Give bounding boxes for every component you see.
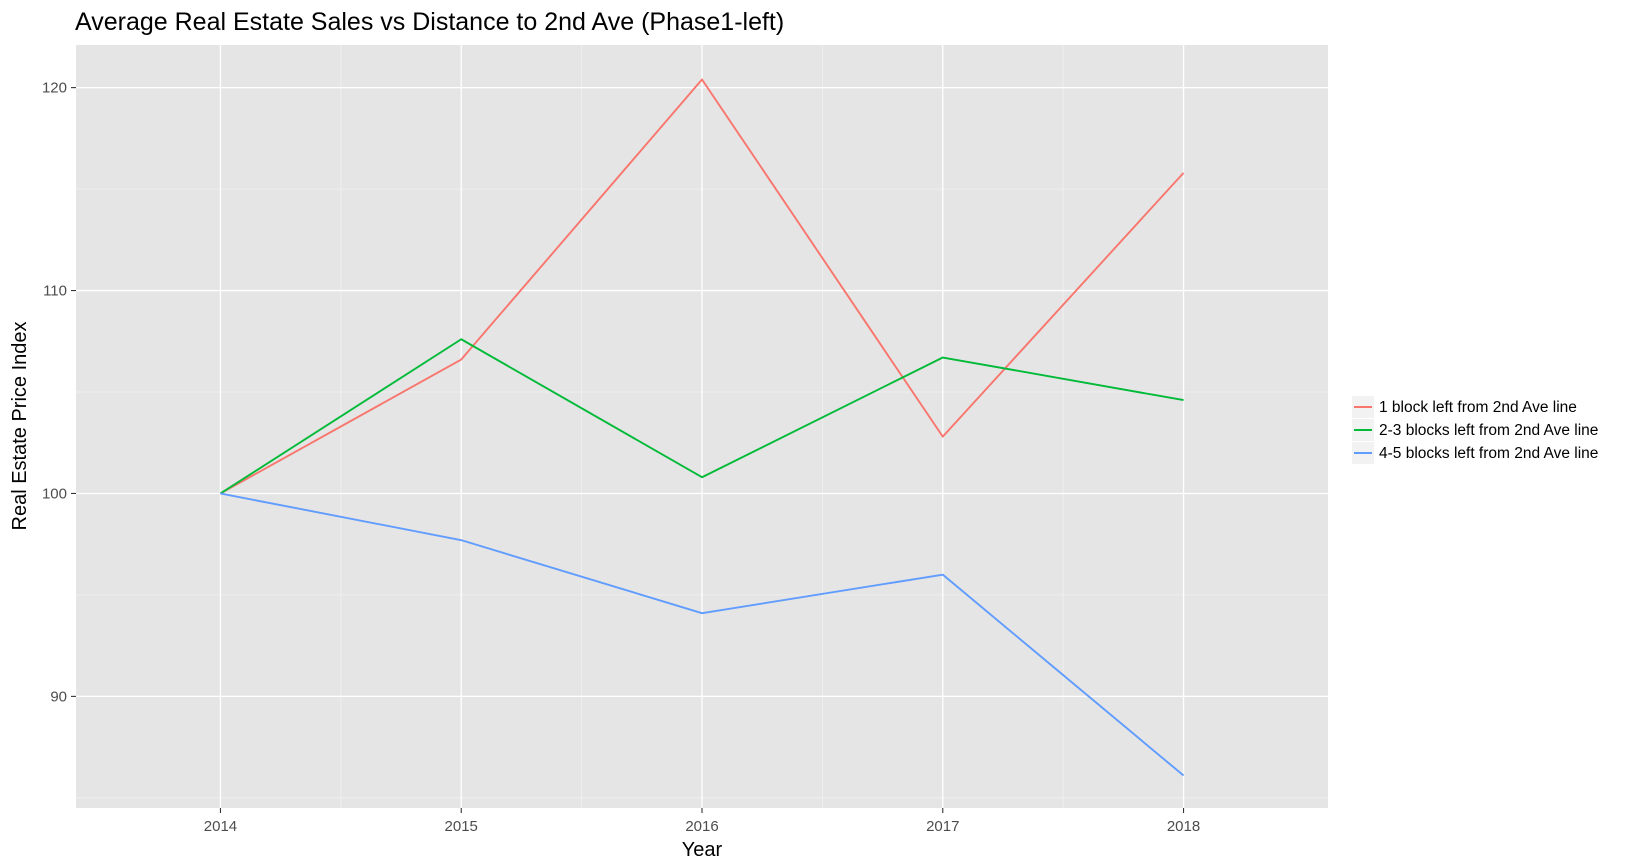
y-tick-label: 110 [43, 283, 67, 300]
legend-label: 2-3 blocks left from 2nd Ave line [1379, 422, 1598, 439]
y-tick-label: 90 [50, 688, 67, 705]
series-lines [219, 78, 1185, 777]
chart-title: Average Real Estate Sales vs Distance to… [75, 8, 784, 36]
axes: 90 100 110 120 2014 2015 2016 2017 2018 [42, 80, 1200, 835]
x-tick-label: 2016 [685, 818, 718, 835]
legend-item: 2-3 blocks left from 2nd Ave line [1352, 419, 1598, 441]
x-tick-label: 2018 [1167, 818, 1200, 835]
y-tick-label: 120 [42, 80, 67, 97]
x-tick-label: 2015 [445, 818, 478, 835]
legend-item: 1 block left from 2nd Ave line [1352, 396, 1577, 418]
legend-item: 4-5 blocks left from 2nd Ave line [1352, 442, 1598, 464]
legend: 1 block left from 2nd Ave line 2-3 blocks… [1352, 396, 1598, 464]
x-axis-title: Year [682, 839, 723, 861]
y-axis-title: Real Estate Price Index [9, 322, 31, 531]
x-tick-label: 2017 [926, 818, 959, 835]
series-line-2 [219, 338, 1184, 495]
legend-label: 4-5 blocks left from 2nd Ave line [1379, 445, 1598, 462]
legend-label: 1 block left from 2nd Ave line [1379, 399, 1577, 416]
gridlines [76, 45, 1328, 808]
series-line-1 [219, 78, 1185, 495]
y-tick-label: 100 [42, 485, 67, 502]
x-tick-label: 2014 [204, 818, 237, 835]
series-line-3 [220, 492, 1185, 777]
